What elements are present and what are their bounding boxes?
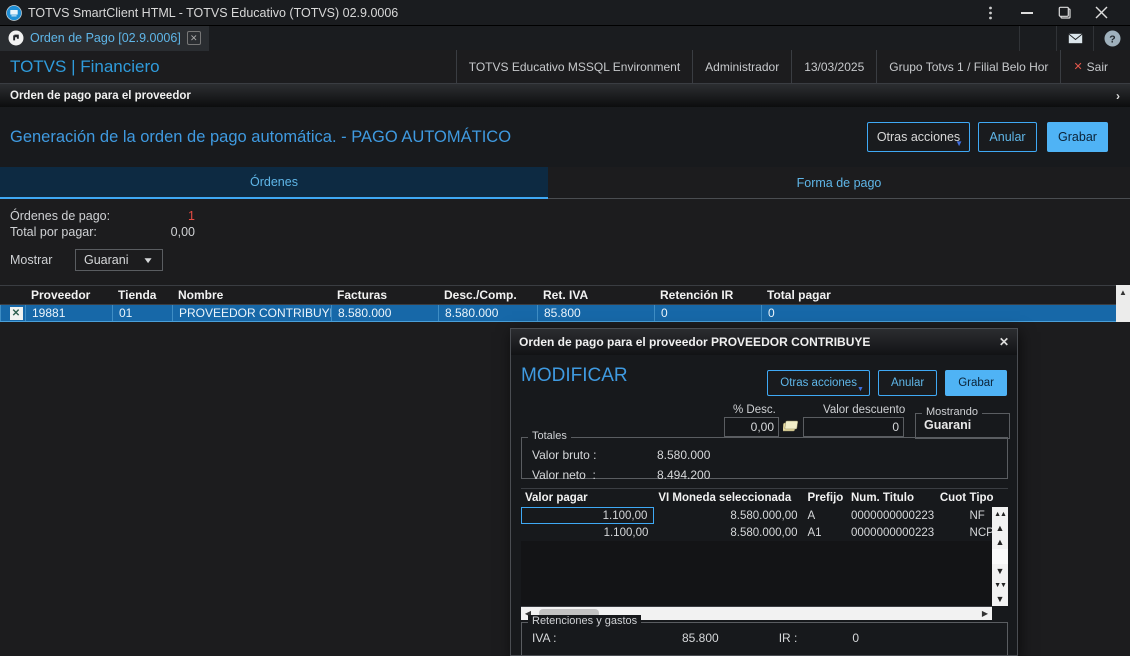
- svg-text:?: ?: [1109, 33, 1115, 45]
